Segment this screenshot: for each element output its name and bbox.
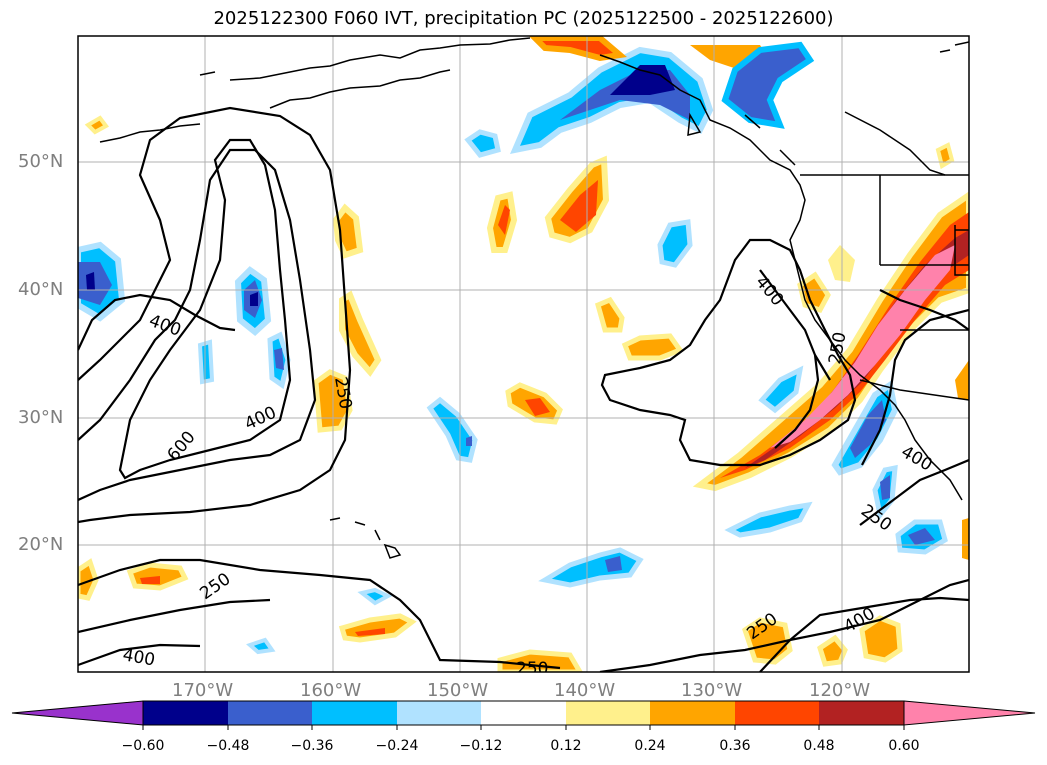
contour-label-bottom: 250 bbox=[516, 659, 548, 679]
lat-label-40n: 40°N bbox=[18, 279, 64, 300]
colorbar-segment bbox=[312, 701, 397, 725]
gridlines bbox=[78, 36, 969, 672]
colorbar-segment bbox=[143, 701, 228, 725]
lon-label-150w: 150°W bbox=[427, 680, 489, 701]
colorbar-tick-label: −0.36 bbox=[290, 738, 334, 754]
colorbar-segment bbox=[397, 701, 481, 725]
colorbar-tick-label: −0.48 bbox=[206, 738, 250, 754]
colorbar-tick-label: 0.48 bbox=[803, 738, 835, 754]
lon-label-160w: 160°W bbox=[300, 680, 362, 701]
colorbar-tick-label: 0.12 bbox=[550, 738, 582, 754]
contour-label: 250 bbox=[516, 659, 548, 679]
lat-label-20n: 20°N bbox=[18, 534, 64, 555]
colorbar-segment bbox=[228, 701, 312, 725]
colorbar bbox=[11, 700, 1036, 730]
colorbar-segment bbox=[650, 701, 735, 725]
figure-title: 2025122300 F060 IVT, precipitation PC (2… bbox=[213, 8, 834, 29]
colorbar-tick-label: −0.24 bbox=[375, 738, 419, 754]
lat-label-50n: 50°N bbox=[18, 151, 64, 172]
colorbar-segment bbox=[566, 701, 650, 725]
colorbar-extend-right bbox=[903, 700, 1036, 726]
lon-label-130w: 130°W bbox=[681, 680, 743, 701]
ivt-contours bbox=[78, 106, 969, 672]
coastlines bbox=[99, 37, 969, 559]
precip-patch-positive-north bbox=[528, 36, 627, 62]
lon-label-170w: 170°W bbox=[172, 680, 234, 701]
colorbar-segment bbox=[819, 701, 904, 725]
colorbar-segment bbox=[481, 701, 566, 725]
colorbar-tick-label: −0.60 bbox=[121, 738, 165, 754]
colorbar-extend-left bbox=[11, 700, 144, 726]
colorbar-tick-label: 0.24 bbox=[634, 738, 666, 754]
map-frame bbox=[77, 35, 970, 673]
colorbar-segment bbox=[735, 701, 819, 725]
colorbar-tick-label: 0.60 bbox=[888, 738, 920, 754]
lat-label-30n: 30°N bbox=[18, 407, 64, 428]
colorbar-tick-label: −0.12 bbox=[459, 738, 503, 754]
colorbar-tick-label: 0.36 bbox=[719, 738, 751, 754]
colorbar-frame bbox=[142, 700, 905, 726]
lon-label-120w: 120°W bbox=[809, 680, 871, 701]
lon-label-140w: 140°W bbox=[554, 680, 616, 701]
